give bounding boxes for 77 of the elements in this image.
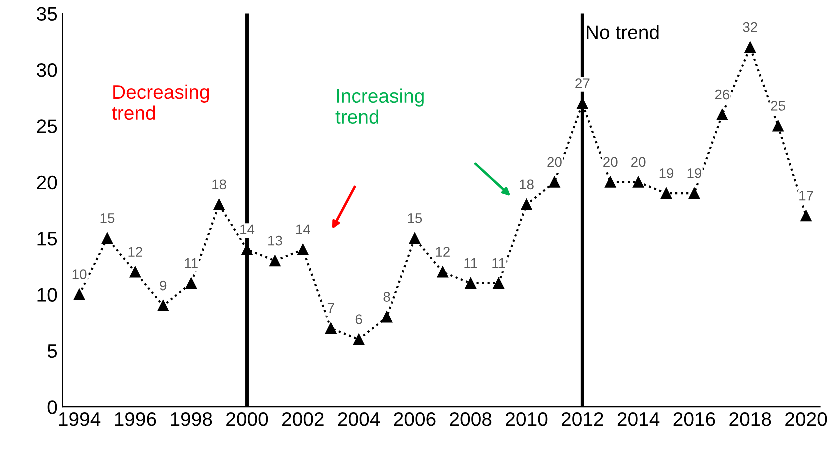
annotation: Increasing trend: [336, 88, 424, 124]
y-tick-label: 15: [38, 232, 58, 246]
data-label: 20: [548, 157, 562, 168]
data-label: 17: [800, 191, 814, 201]
data-label: 10: [72, 270, 87, 280]
point: [493, 278, 504, 290]
y-tick-label: 20: [37, 176, 58, 190]
point: [521, 199, 532, 210]
point: [465, 278, 476, 290]
point: [130, 266, 142, 278]
x-tick-label: 2010: [506, 412, 548, 426]
point: [158, 300, 169, 312]
data-label: 11: [492, 258, 506, 268]
data-label: 19: [688, 168, 702, 178]
y-tick-label: 10: [38, 288, 58, 302]
x-tick-label: 1998: [171, 412, 212, 426]
data-label: 19: [660, 168, 674, 178]
x-tick-label: 2018: [730, 412, 772, 426]
data-label: 18: [212, 180, 226, 190]
annotation: Decreasing trend: [112, 84, 210, 120]
point: [549, 176, 560, 188]
data-label: 15: [408, 214, 422, 224]
data-label: 14: [240, 224, 255, 234]
data-label: 15: [100, 214, 115, 224]
point: [716, 109, 728, 120]
data-label: 6: [356, 314, 362, 324]
data-label: 18: [520, 180, 534, 190]
data-label: 12: [128, 247, 142, 257]
x-tick-label: 2004: [338, 412, 380, 426]
data-label: 13: [268, 236, 282, 246]
point: [744, 42, 756, 54]
x-tick-label: 2008: [450, 412, 492, 426]
data-label: 25: [771, 101, 786, 111]
point: [772, 120, 784, 132]
data-label: 27: [576, 78, 590, 88]
y-tick-label: 0: [48, 400, 58, 414]
point: [605, 176, 616, 188]
point: [270, 255, 281, 267]
point: [326, 322, 337, 334]
point: [437, 266, 448, 278]
point: [409, 232, 421, 244]
data-label: 7: [328, 304, 334, 314]
point: [800, 210, 812, 222]
point: [102, 232, 114, 244]
y-tick-label: 35: [37, 7, 58, 22]
data-label: 20: [632, 157, 646, 168]
point: [74, 289, 86, 300]
x-tick-label: 2012: [562, 412, 604, 426]
data-label: 20: [604, 157, 618, 168]
data-label: 8: [384, 292, 390, 302]
data-label: 14: [296, 224, 310, 234]
point: [298, 244, 309, 256]
data-label: 26: [715, 90, 730, 100]
point: [381, 312, 393, 323]
point: [186, 278, 197, 290]
data-label: 11: [464, 258, 478, 268]
point: [354, 334, 365, 346]
x-tick-label: 2006: [394, 412, 436, 426]
point: [214, 199, 225, 210]
x-tick-label: 2002: [282, 412, 324, 426]
x-tick-label: 2016: [674, 412, 716, 426]
x-tick-label: 2014: [618, 412, 660, 426]
point: [688, 188, 700, 200]
x-tick-label: 2000: [226, 412, 268, 426]
data-label: 9: [160, 280, 167, 291]
annotation: No trend: [587, 25, 659, 40]
data-label: 32: [743, 22, 758, 32]
y-tick-label: 5: [48, 344, 58, 358]
y-tick-label: 25: [37, 120, 58, 134]
x-tick-label: 2020: [786, 412, 828, 426]
x-tick-label: 1994: [59, 412, 101, 426]
y-tick-label: 30: [37, 63, 58, 78]
data-label: 11: [185, 258, 198, 268]
x-tick-label: 1996: [115, 412, 156, 426]
point: [633, 176, 644, 188]
point: [660, 188, 672, 200]
data-label: 12: [436, 247, 450, 257]
